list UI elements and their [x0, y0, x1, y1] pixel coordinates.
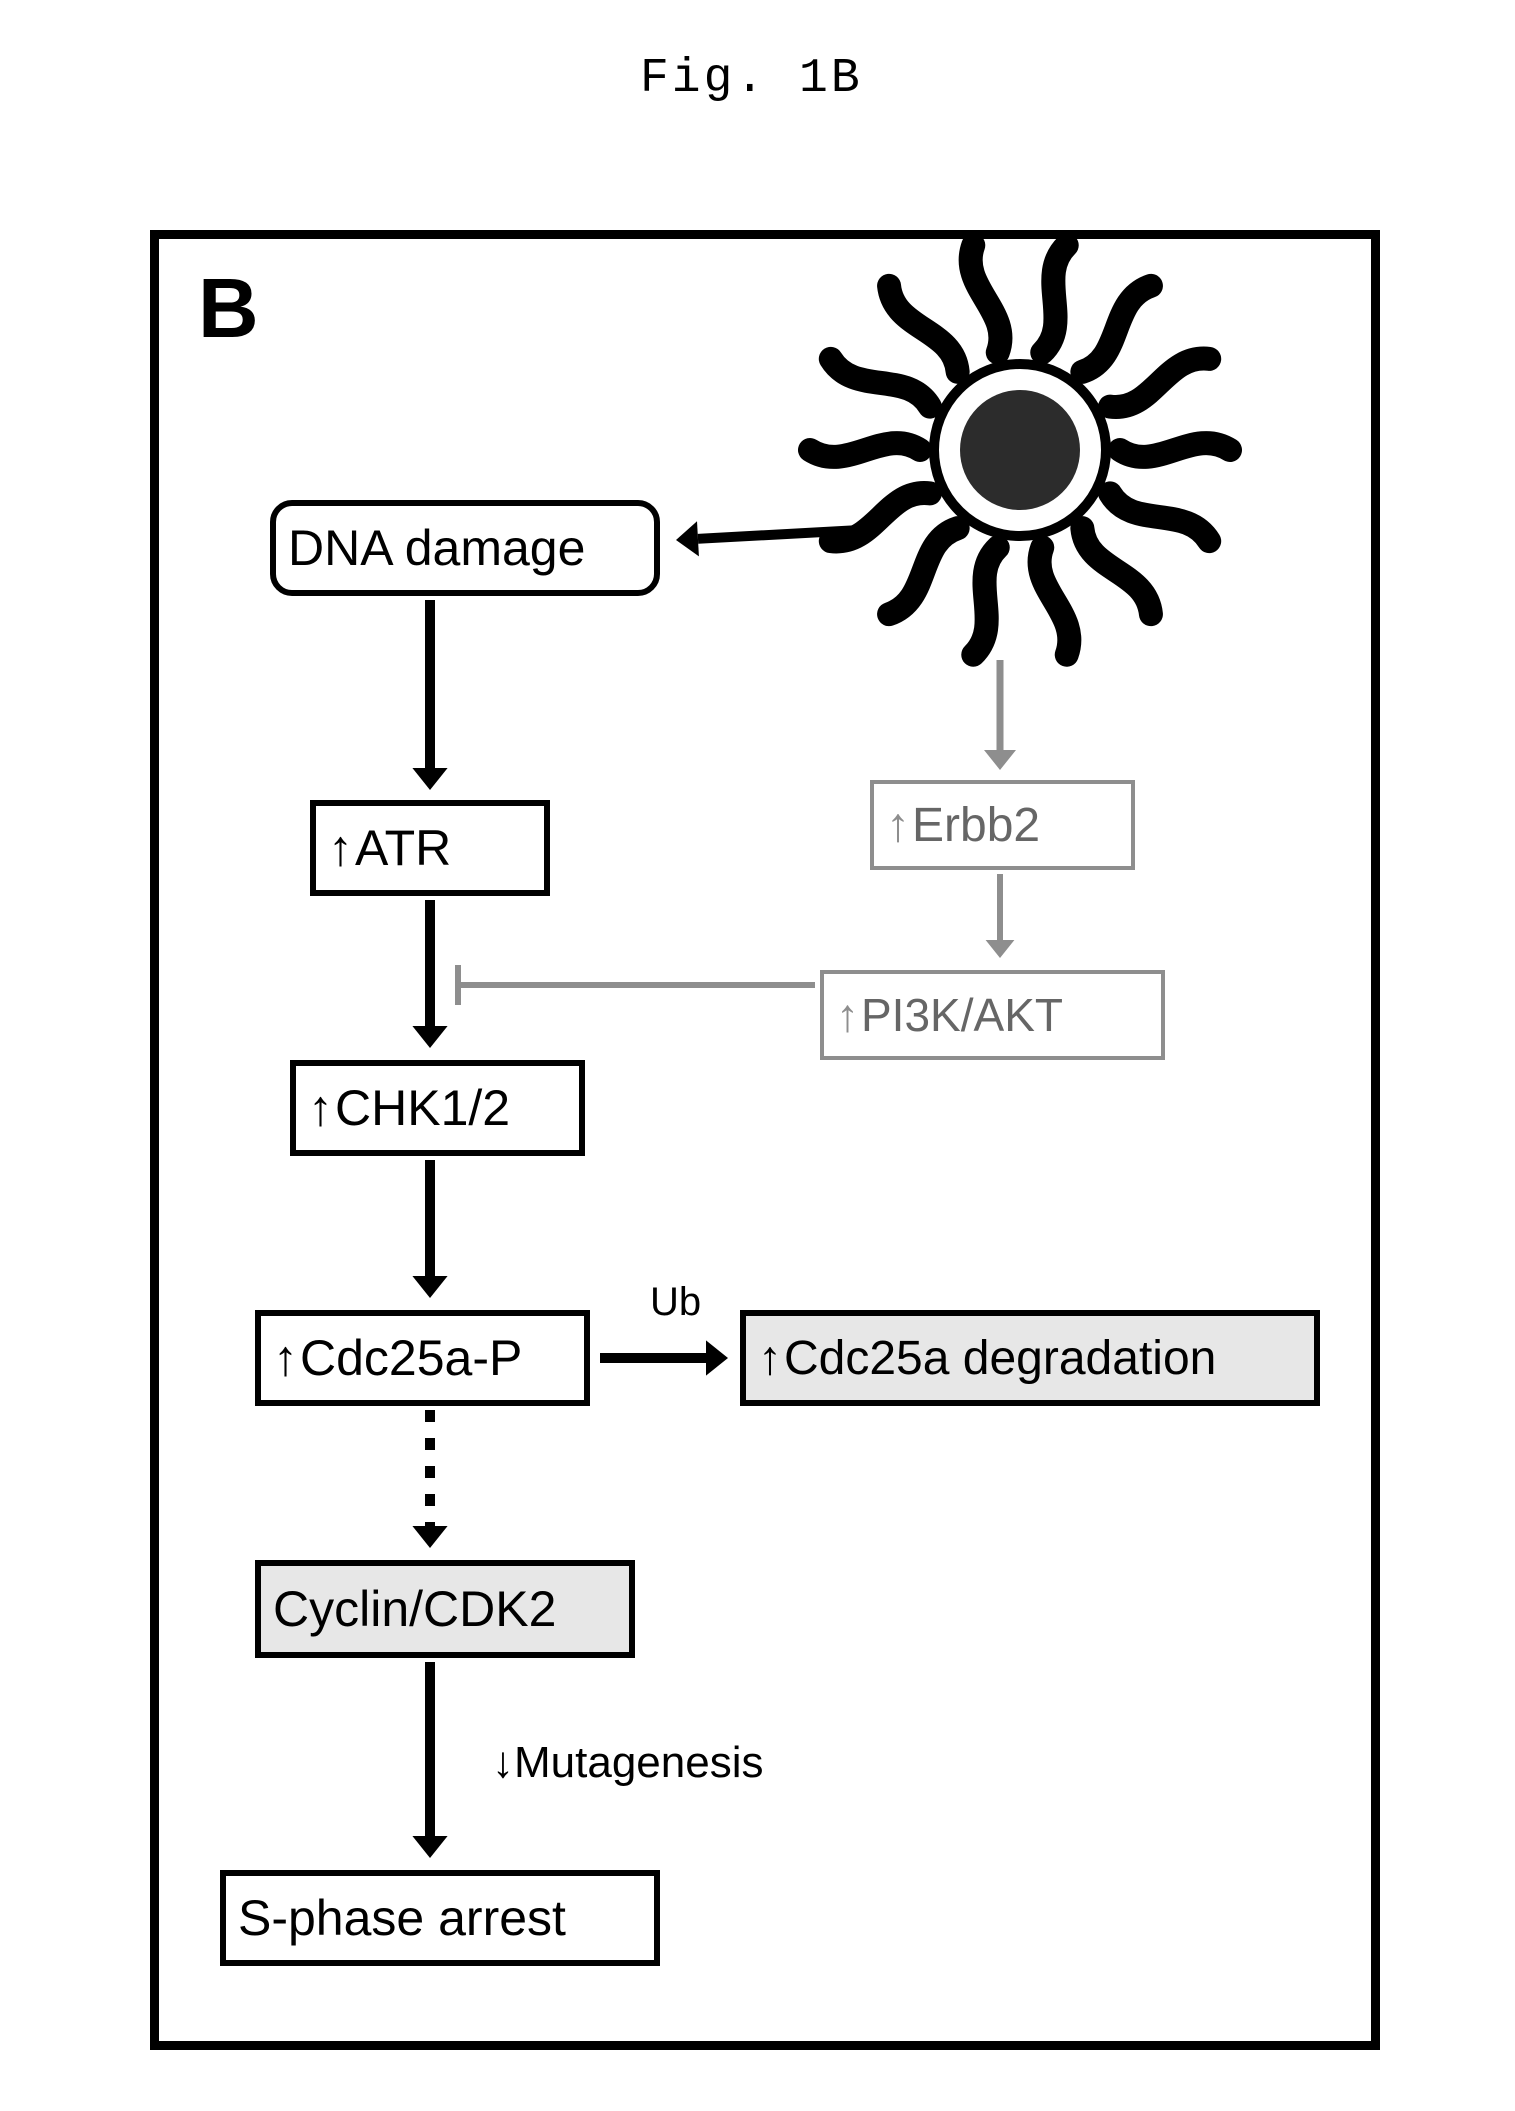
label-text: Ub: [650, 1280, 701, 1324]
up-arrow-icon: ↑: [836, 988, 861, 1042]
node-erbb2: ↑Erbb2: [870, 780, 1135, 870]
node-label: Cdc25a degradation: [784, 1331, 1216, 1386]
up-arrow-icon: ↑: [328, 819, 355, 877]
up-arrow-icon: ↑: [273, 1329, 300, 1387]
label-mutagenesis: ↓Mutagenesis: [492, 1738, 763, 1788]
label-ub: Ub: [650, 1280, 701, 1325]
up-arrow-icon: ↑: [758, 1331, 784, 1386]
node-label: ATR: [355, 819, 451, 877]
up-arrow-icon: ↑: [308, 1079, 335, 1137]
node-label: S-phase arrest: [238, 1889, 566, 1947]
node-pi3k-akt: ↑PI3K/AKT: [820, 970, 1165, 1060]
node-label: Cyclin/CDK2: [273, 1580, 556, 1638]
figure-title: Fig. 1B: [640, 52, 863, 106]
up-arrow-icon: ↑: [886, 798, 912, 853]
node-atr: ↑ATR: [310, 800, 550, 896]
down-arrow-icon: ↓: [492, 1738, 514, 1787]
node-chk12: ↑CHK1/2: [290, 1060, 585, 1156]
node-label: PI3K/AKT: [861, 988, 1063, 1042]
panel-letter: B: [198, 260, 259, 357]
node-label: DNA damage: [288, 519, 585, 577]
node-label: Cdc25a-P: [300, 1329, 522, 1387]
node-cdc25a-deg: ↑Cdc25a degradation: [740, 1310, 1320, 1406]
node-label: CHK1/2: [335, 1079, 510, 1137]
label-text: Mutagenesis: [514, 1738, 763, 1787]
node-cdc25a-p: ↑Cdc25a-P: [255, 1310, 590, 1406]
node-cyclin-cdk2: Cyclin/CDK2: [255, 1560, 635, 1658]
node-sphase: S-phase arrest: [220, 1870, 660, 1966]
node-label: Erbb2: [912, 798, 1040, 853]
node-dna-damage: DNA damage: [270, 500, 660, 596]
